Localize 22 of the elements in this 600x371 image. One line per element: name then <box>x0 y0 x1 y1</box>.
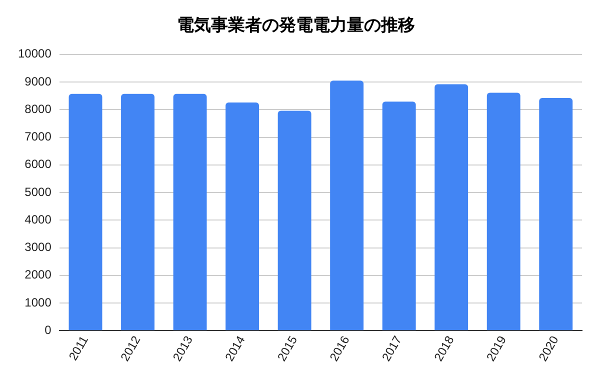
bar <box>226 102 260 330</box>
y-tick-label: 4000 <box>24 212 52 226</box>
bar <box>330 80 364 330</box>
bar <box>486 92 520 330</box>
y-tick-label: 3000 <box>24 240 52 254</box>
bar <box>382 102 416 330</box>
y-tick-label: 0 <box>44 322 52 337</box>
bar <box>539 98 573 330</box>
bar <box>278 110 312 330</box>
chart-title: 電気事業者の発電電力量の推移 <box>177 16 415 36</box>
y-tick-label: 7000 <box>24 130 52 144</box>
y-tick-label: 6000 <box>24 157 52 172</box>
y-tick-label: 8000 <box>24 102 52 116</box>
y-tick-label: 5000 <box>24 184 52 199</box>
y-tick-label: 1000 <box>24 295 52 310</box>
y-tick-label: 10000 <box>18 46 52 61</box>
bar <box>173 94 207 330</box>
bar <box>434 84 468 330</box>
bar <box>68 94 102 330</box>
y-tick-label: 2000 <box>24 268 52 282</box>
bar <box>121 94 154 330</box>
y-tick-label: 9000 <box>24 74 52 88</box>
